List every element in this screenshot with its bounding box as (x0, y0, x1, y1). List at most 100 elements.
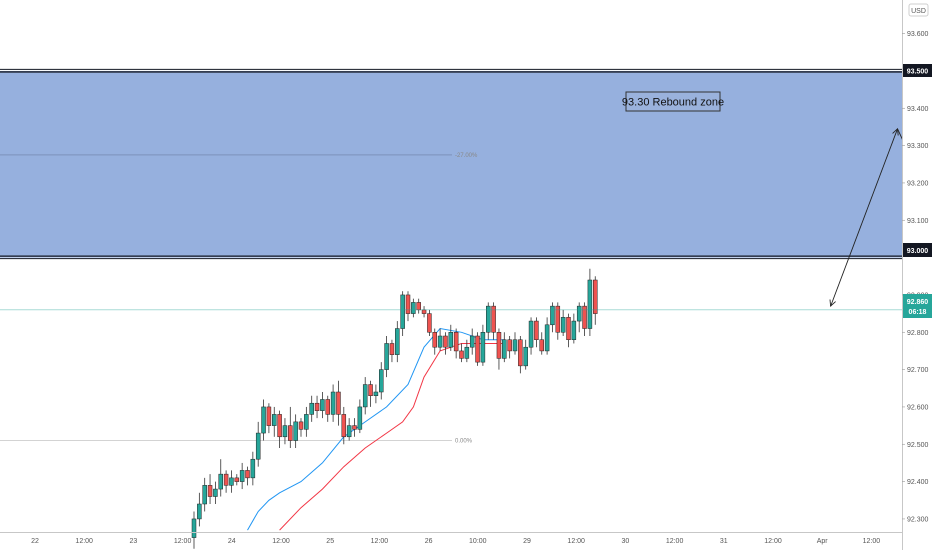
candle (582, 302, 587, 336)
candle (523, 339, 528, 370)
fib-level-label: 0.00% (455, 439, 473, 445)
candle-body (304, 414, 309, 430)
zone-fill (0, 70, 902, 258)
current-price-badge-value: 92.860 (907, 299, 929, 306)
candle-body (288, 425, 293, 441)
time-axis[interactable]: 22 12:00 23 12:00 24 12:00 25 12:00 26 10:00 29 12:… (0, 532, 902, 546)
candle (261, 399, 266, 441)
candle-body (341, 414, 347, 438)
x-tick-label: 12:00 (371, 538, 389, 545)
candle-body (239, 470, 245, 482)
candle (191, 511, 197, 549)
candle (389, 339, 395, 363)
candle-body (469, 335, 475, 348)
candle (555, 302, 561, 340)
y-tick-label: 92.700 (907, 367, 929, 374)
candle-body (480, 332, 486, 363)
candle (277, 410, 282, 448)
candle-body (368, 384, 373, 396)
candle-body (197, 503, 202, 520)
candle-body (512, 339, 518, 352)
fib-level-label: -27.00% (455, 153, 478, 159)
projection-segment[interactable] (830, 128, 898, 307)
candle-body (496, 332, 502, 359)
candle (250, 451, 256, 486)
candle (475, 332, 480, 366)
candle (502, 332, 507, 363)
zone-high-badge-box (903, 64, 932, 77)
candle (330, 384, 336, 422)
x-tick-label: 12:00 (272, 538, 290, 545)
candle (272, 406, 277, 437)
candle-body (528, 320, 534, 348)
candle (207, 474, 213, 504)
candle (459, 343, 464, 363)
candle-body (223, 473, 229, 486)
candle (202, 477, 207, 512)
callout-box (625, 91, 721, 112)
candle-body (437, 335, 443, 348)
y-tick-label: 92.600 (907, 404, 929, 411)
candle-body (518, 339, 523, 367)
candle (464, 339, 470, 363)
candle (223, 470, 229, 493)
candle-body (395, 328, 400, 355)
candle (239, 462, 245, 490)
candle-body (229, 477, 234, 486)
rebound-zone[interactable] (0, 68, 902, 260)
current-price-badge-box (903, 294, 932, 318)
y-tick-label: 92.500 (907, 442, 929, 449)
candle (325, 395, 330, 422)
y-tick-label: 93.200 (907, 180, 929, 187)
candle (512, 332, 518, 355)
candle-body (491, 305, 496, 333)
candle-body (272, 414, 277, 426)
x-tick-label: 12:00 (174, 538, 192, 545)
x-tick-label: 29 (523, 538, 531, 545)
candle-body (261, 406, 266, 434)
candle-body (550, 305, 555, 326)
x-tick-label: 12:00 (567, 538, 585, 545)
zone-low-badge: 93.000 (903, 243, 932, 257)
x-tick-label: 24 (228, 538, 236, 545)
y-tick-label: 92.400 (907, 479, 929, 486)
candle (518, 336, 523, 374)
candle (298, 418, 304, 437)
candle (282, 418, 288, 445)
price-axis[interactable]: USD 93.60093.40093.30093.20093.10092.900… (902, 0, 932, 550)
candle (341, 406, 347, 445)
candle (346, 418, 352, 441)
y-tick-label: 93.400 (907, 106, 929, 113)
candle (566, 313, 571, 348)
candle (539, 332, 544, 355)
x-tick-label: 23 (130, 538, 138, 545)
x-tick-label: 26 (425, 538, 433, 545)
candle-body (293, 421, 298, 441)
candle (255, 421, 261, 467)
current-price-badge: 92.860 06:18 (903, 294, 932, 318)
candle-body (560, 317, 566, 333)
candle-body (352, 425, 357, 430)
candle-body (544, 324, 550, 352)
candle-body (314, 402, 320, 411)
currency-badge[interactable]: USD (908, 3, 929, 17)
candle-body (475, 335, 480, 363)
candle (288, 406, 293, 448)
zone-high-badge-label: 93.500 (907, 69, 929, 76)
candle-body (459, 350, 464, 359)
candle (587, 268, 593, 336)
candle-body (507, 339, 512, 352)
candle-body (416, 302, 421, 311)
y-tick-label: 93.600 (907, 31, 929, 38)
candle (496, 328, 502, 370)
x-tick-label: 12:00 (666, 538, 684, 545)
candle (304, 406, 309, 437)
rebound-callout[interactable]: 93.30 Rebound zone (622, 91, 724, 112)
candle (357, 399, 363, 434)
candle-body (555, 305, 561, 333)
candle (213, 481, 218, 504)
x-tick-label: 12:00 (75, 538, 93, 545)
candle (373, 384, 379, 404)
